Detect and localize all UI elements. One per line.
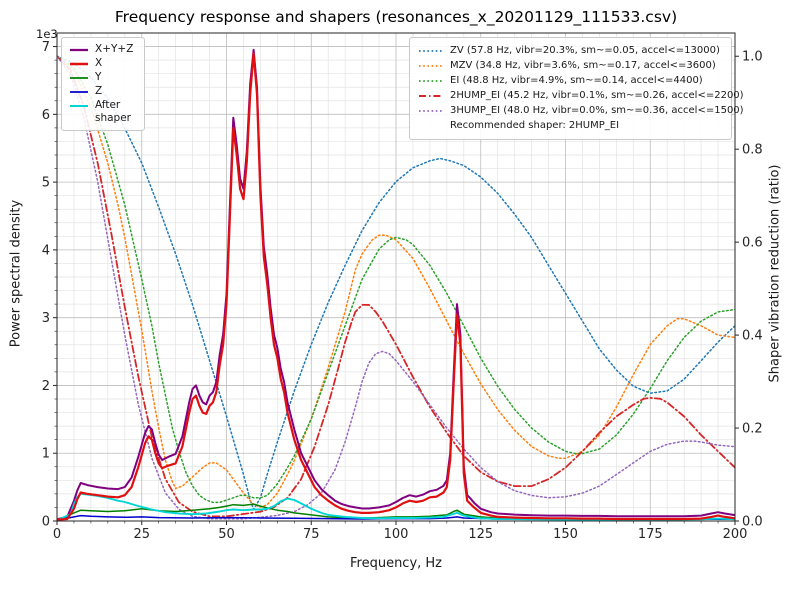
series-x bbox=[57, 52, 735, 521]
y-left-tick-label: 2 bbox=[42, 379, 50, 394]
y-left-tick-label: 5 bbox=[42, 176, 50, 191]
legend-label-2hump-ei: 2HUMP_EI (45.2 Hz, vibr=0.1%, sm~=0.26, … bbox=[450, 90, 744, 101]
legend-line-x bbox=[70, 62, 88, 66]
series-after-shaper bbox=[57, 492, 735, 521]
legend-entry-y: Y bbox=[69, 71, 137, 84]
series-zv bbox=[57, 55, 735, 511]
chart-title: Frequency response and shapers (resonanc… bbox=[114, 8, 678, 26]
y-right-tick-label: 0.2 bbox=[742, 422, 763, 437]
y-axis-offset-text: 1e3 bbox=[36, 27, 58, 41]
y-right-tick-label: 0.6 bbox=[742, 236, 763, 251]
legend-entry-zv: ZV (57.8 Hz, vibr=20.3%, sm~=0.05, accel… bbox=[418, 44, 723, 58]
x-tick-label: 125 bbox=[468, 527, 493, 542]
legend-label-x-plus-y-plus-z: X+Y+Z bbox=[95, 43, 134, 55]
legend-label-mzv: MZV (34.8 Hz, vibr=3.6%, sm~=0.17, accel… bbox=[450, 60, 716, 71]
x-tick-label: 25 bbox=[133, 527, 150, 542]
series-ei bbox=[57, 55, 735, 504]
y-right-tick-label: 0.4 bbox=[742, 329, 763, 344]
y-right-tick-label: 0.0 bbox=[742, 515, 763, 530]
x-tick-label: 200 bbox=[723, 527, 748, 542]
legend-line-after-shaper bbox=[70, 104, 88, 108]
y-left-tick-label: 3 bbox=[42, 311, 50, 326]
legend-line-z bbox=[70, 91, 88, 93]
legend-line-mzv bbox=[419, 65, 443, 67]
legend-label-z: Z bbox=[95, 85, 103, 97]
legend-line-ei bbox=[419, 80, 443, 82]
legend-label-zv: ZV (57.8 Hz, vibr=20.3%, sm~=0.05, accel… bbox=[450, 45, 720, 56]
legend-line-2hump-ei bbox=[419, 95, 443, 97]
series-3hump-ei bbox=[57, 55, 735, 520]
y-left-tick-label: 4 bbox=[42, 243, 50, 258]
legend-label-3hump-ei: 3HUMP_EI (48.0 Hz, vibr=0.0%, sm~=0.36, … bbox=[450, 105, 744, 116]
x-tick-label: 150 bbox=[553, 527, 578, 542]
y-axis-label-right: Shaper vibration reduction (ratio) bbox=[767, 164, 783, 383]
legend-label-after-shaper: After shaper bbox=[95, 99, 132, 124]
x-tick-label: 175 bbox=[638, 527, 663, 542]
x-tick-label: 0 bbox=[53, 527, 61, 542]
shaper-legend: ZV (57.8 Hz, vibr=20.3%, sm~=0.05, accel… bbox=[409, 37, 744, 140]
legend-entry-x-plus-y-plus-z: X+Y+Z bbox=[69, 43, 137, 56]
legend-label-x: X bbox=[95, 57, 103, 69]
legend-line-y bbox=[70, 77, 88, 79]
x-tick-label: 100 bbox=[384, 527, 409, 542]
axes: 0 25 50 75 100 125 150 175 200 0 1 2 3 4 5 6 7 0.0 0.2 0.4 0… bbox=[42, 32, 763, 542]
y-right-tick-label: 1.0 bbox=[742, 50, 763, 65]
legend-entry-2hump-ei: 2HUMP_EI (45.2 Hz, vibr=0.1%, sm~=0.26, … bbox=[418, 89, 744, 103]
legend-line-zv bbox=[419, 50, 443, 52]
legend-entry-x: X bbox=[69, 57, 137, 70]
legend-entry-3hump-ei: 3HUMP_EI (48.0 Hz, vibr=0.0%, sm~=0.36, … bbox=[418, 104, 744, 118]
series-2hump-ei bbox=[57, 55, 735, 518]
legend-entry-mzv: MZV (34.8 Hz, vibr=3.6%, sm~=0.17, accel… bbox=[418, 59, 723, 73]
recommended-shaper-text: Recommended shaper: 2HUMP_EI bbox=[450, 120, 620, 131]
legend-spacer bbox=[418, 121, 444, 131]
legend-label-ei: EI (48.8 Hz, vibr=4.9%, sm~=0.14, accel<… bbox=[450, 75, 703, 86]
legend-entry-recommended: Recommended shaper: 2HUMP_EI bbox=[418, 119, 723, 133]
legend-entry-after-shaper: After shaper bbox=[69, 99, 137, 125]
x-tick-label: 75 bbox=[303, 527, 320, 542]
legend-entry-z: Z bbox=[69, 85, 137, 98]
series-x-plus-y-plus-z bbox=[57, 48, 735, 521]
legend-label-y: Y bbox=[95, 71, 102, 83]
x-axis-label: Frequency, Hz bbox=[349, 556, 443, 571]
series bbox=[57, 48, 735, 521]
y-left-tick-label: 0 bbox=[42, 515, 50, 530]
psd-legend: X+Y+Z X Y Z After shaper bbox=[61, 37, 145, 131]
y-axis-label-left: Power spectral density bbox=[8, 199, 24, 348]
x-tick-label: 50 bbox=[218, 527, 235, 542]
y-left-tick-label: 6 bbox=[42, 108, 50, 123]
series-mzv bbox=[57, 55, 735, 508]
y-left-tick-label: 7 bbox=[42, 40, 50, 55]
y-right-tick-label: 0.8 bbox=[742, 143, 763, 158]
legend-entry-ei: EI (48.8 Hz, vibr=4.9%, sm~=0.14, accel<… bbox=[418, 74, 723, 88]
y-left-tick-label: 1 bbox=[42, 447, 50, 462]
legend-line-x-plus-y-plus-z bbox=[70, 48, 88, 52]
legend-line-3hump-ei bbox=[419, 110, 443, 112]
